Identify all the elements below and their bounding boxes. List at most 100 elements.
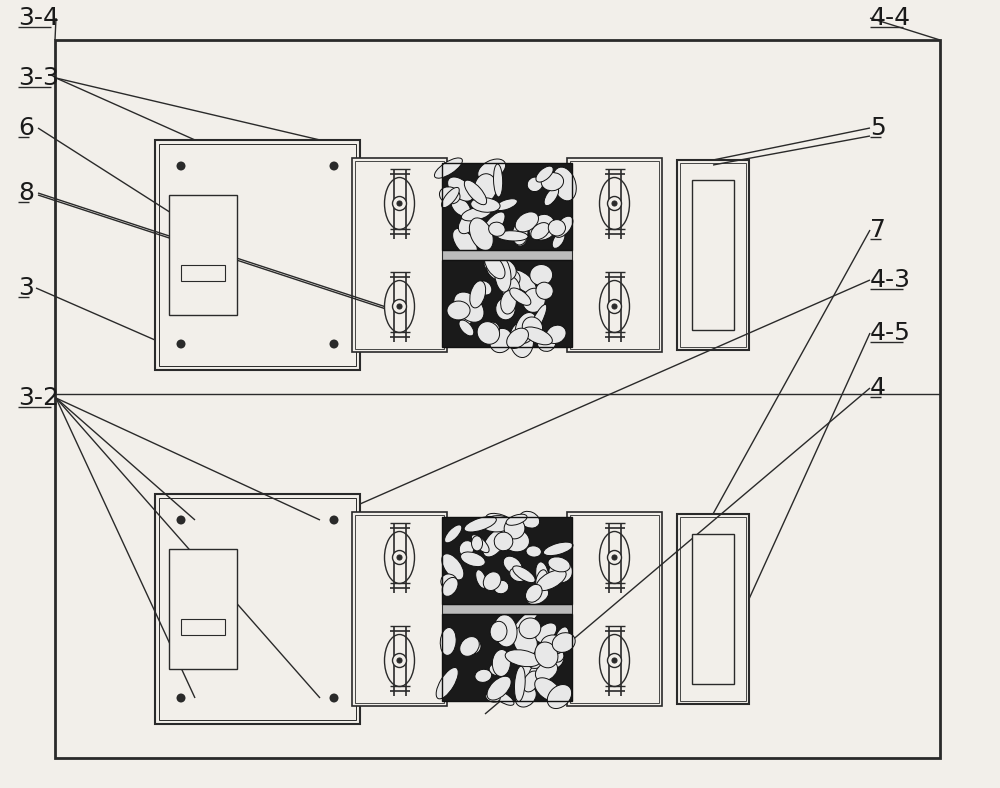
Text: 4-4: 4-4 (870, 6, 911, 30)
Ellipse shape (526, 546, 541, 557)
Circle shape (392, 551, 406, 564)
Ellipse shape (519, 618, 541, 638)
Ellipse shape (537, 333, 556, 351)
Ellipse shape (535, 214, 554, 231)
Bar (355, 515, 444, 703)
Ellipse shape (453, 229, 477, 257)
Ellipse shape (600, 281, 630, 333)
Ellipse shape (554, 216, 573, 237)
Ellipse shape (463, 292, 478, 325)
Bar (155, 494, 360, 724)
Text: 3-2: 3-2 (18, 386, 59, 410)
Ellipse shape (494, 580, 509, 593)
Bar (181, 619, 225, 635)
Ellipse shape (600, 531, 630, 583)
Text: 7: 7 (870, 218, 886, 242)
Ellipse shape (483, 529, 507, 557)
Ellipse shape (454, 292, 484, 322)
Ellipse shape (527, 177, 543, 191)
Ellipse shape (535, 662, 558, 681)
Bar (442, 163, 572, 250)
Circle shape (608, 299, 622, 314)
Bar (680, 517, 746, 701)
Bar (352, 158, 447, 352)
Ellipse shape (486, 514, 515, 530)
Ellipse shape (504, 519, 525, 539)
Ellipse shape (510, 288, 531, 305)
Ellipse shape (472, 536, 483, 551)
Circle shape (176, 340, 186, 348)
Ellipse shape (464, 516, 496, 532)
Ellipse shape (549, 560, 573, 583)
Ellipse shape (496, 269, 520, 289)
Ellipse shape (442, 554, 464, 580)
Ellipse shape (523, 327, 552, 345)
Ellipse shape (503, 556, 522, 574)
Ellipse shape (475, 669, 492, 682)
Bar (442, 614, 572, 701)
Ellipse shape (501, 291, 516, 314)
Text: 5: 5 (870, 116, 886, 140)
Ellipse shape (487, 258, 516, 281)
Ellipse shape (548, 220, 565, 236)
Ellipse shape (384, 634, 415, 686)
Circle shape (397, 658, 402, 663)
Text: 8: 8 (18, 181, 34, 205)
Ellipse shape (512, 222, 528, 245)
Ellipse shape (492, 690, 514, 705)
Ellipse shape (483, 327, 502, 346)
Ellipse shape (543, 542, 573, 556)
Text: 4-3: 4-3 (870, 268, 911, 292)
Ellipse shape (484, 322, 500, 337)
Ellipse shape (442, 578, 458, 597)
Ellipse shape (384, 531, 415, 583)
Ellipse shape (540, 639, 564, 668)
Ellipse shape (534, 269, 549, 286)
Ellipse shape (507, 328, 528, 348)
Ellipse shape (496, 298, 515, 320)
Ellipse shape (494, 257, 511, 292)
Ellipse shape (552, 232, 565, 248)
Ellipse shape (548, 557, 570, 572)
Ellipse shape (470, 281, 486, 308)
Ellipse shape (552, 167, 576, 201)
Ellipse shape (535, 678, 561, 701)
Ellipse shape (458, 211, 478, 234)
Ellipse shape (529, 665, 549, 689)
Ellipse shape (600, 634, 630, 686)
Ellipse shape (464, 180, 487, 205)
Ellipse shape (489, 222, 505, 236)
Ellipse shape (515, 212, 538, 232)
Ellipse shape (529, 222, 554, 240)
Ellipse shape (460, 637, 479, 656)
Ellipse shape (523, 288, 545, 312)
Text: 4-5: 4-5 (870, 321, 911, 345)
Circle shape (608, 551, 622, 564)
Bar (442, 517, 572, 604)
Ellipse shape (384, 177, 415, 229)
Ellipse shape (471, 535, 489, 552)
Bar (442, 163, 572, 250)
Ellipse shape (477, 322, 500, 344)
Ellipse shape (459, 320, 474, 336)
Ellipse shape (495, 199, 517, 210)
Bar (55, 40, 940, 758)
Circle shape (330, 340, 338, 348)
Ellipse shape (552, 633, 575, 652)
Ellipse shape (487, 676, 511, 700)
Circle shape (392, 299, 406, 314)
Circle shape (176, 693, 186, 702)
Ellipse shape (510, 322, 534, 358)
Ellipse shape (513, 608, 539, 633)
Bar (442, 604, 572, 614)
Ellipse shape (531, 222, 550, 240)
Bar (442, 614, 572, 701)
Circle shape (397, 201, 402, 206)
Ellipse shape (489, 663, 505, 676)
Ellipse shape (494, 532, 513, 551)
Ellipse shape (513, 626, 537, 656)
Ellipse shape (445, 525, 462, 543)
Ellipse shape (494, 164, 503, 197)
Ellipse shape (506, 515, 527, 526)
Bar (570, 161, 659, 349)
